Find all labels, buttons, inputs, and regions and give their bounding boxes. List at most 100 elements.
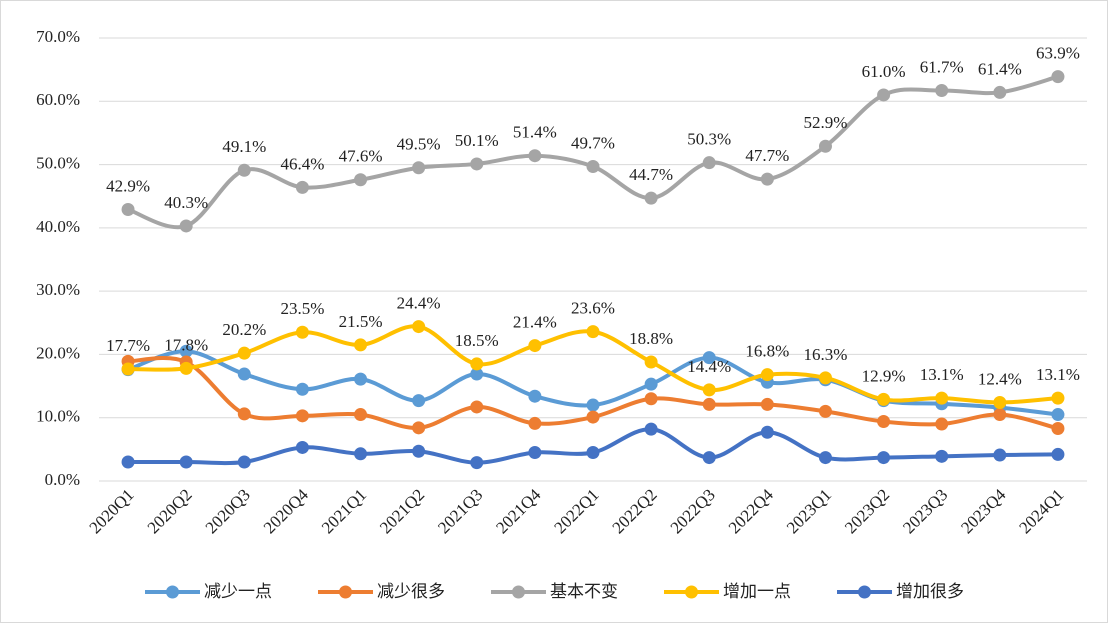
point [295, 180, 309, 194]
point [412, 320, 426, 334]
point [354, 173, 368, 187]
data-label: 13.1% [1036, 365, 1080, 384]
legend-label: 减少很多 [377, 582, 445, 602]
point [528, 339, 542, 353]
data-label: 12.9% [862, 366, 906, 385]
point [179, 344, 193, 358]
data-label: 52.9% [804, 113, 848, 132]
data-label: 42.9% [106, 176, 150, 195]
point [528, 389, 542, 403]
data-label: 40.3% [164, 193, 208, 212]
point [470, 367, 484, 381]
point [877, 392, 891, 406]
data-label: 16.8% [745, 342, 789, 361]
point [586, 398, 600, 412]
y-tick-label: 50.0% [36, 153, 80, 172]
data-label: 18.8% [629, 329, 673, 348]
point [760, 368, 774, 382]
point [121, 203, 135, 217]
point [528, 446, 542, 460]
point [935, 391, 949, 405]
data-label: 13.1% [920, 365, 964, 384]
point [644, 355, 658, 369]
point [121, 455, 135, 469]
point [993, 448, 1007, 462]
data-label: 51.4% [513, 123, 557, 142]
point [818, 371, 832, 385]
point [412, 161, 426, 175]
point [528, 416, 542, 430]
point [993, 396, 1007, 410]
point [644, 392, 658, 406]
point [644, 377, 658, 391]
point [179, 361, 193, 375]
y-tick-label: 30.0% [36, 280, 80, 299]
point [470, 157, 484, 171]
point [760, 397, 774, 411]
point [1051, 421, 1065, 435]
legend-marker [339, 585, 352, 599]
data-label: 21.5% [339, 312, 383, 331]
point [818, 139, 832, 153]
y-tick-label: 40.0% [36, 217, 80, 236]
data-label: 49.7% [571, 133, 615, 152]
point [935, 84, 949, 98]
point [295, 382, 309, 396]
point [586, 159, 600, 173]
point [586, 410, 600, 424]
point [935, 417, 949, 431]
point [237, 163, 251, 177]
legend-marker [858, 585, 871, 599]
point [993, 85, 1007, 99]
point [760, 172, 774, 186]
data-label: 44.7% [629, 165, 673, 184]
data-label: 63.9% [1036, 44, 1080, 63]
data-label: 17.8% [164, 335, 208, 354]
data-label: 47.7% [745, 146, 789, 165]
point [412, 421, 426, 435]
data-label: 24.4% [397, 293, 441, 312]
legend-marker [512, 585, 525, 599]
point [354, 447, 368, 461]
point [702, 397, 716, 411]
point [702, 156, 716, 170]
legend-label: 基本不变 [550, 582, 618, 602]
point [702, 383, 716, 397]
data-label: 16.3% [804, 345, 848, 364]
point [295, 325, 309, 339]
y-tick-label: 0.0% [45, 470, 80, 489]
point [702, 351, 716, 365]
point [877, 415, 891, 429]
point [1051, 447, 1065, 461]
point [295, 440, 309, 454]
point [1051, 391, 1065, 405]
point [237, 455, 251, 469]
data-label: 21.4% [513, 312, 557, 331]
series-line [128, 427, 1058, 466]
point [237, 367, 251, 381]
point [993, 408, 1007, 422]
legend-label: 增加一点 [723, 582, 791, 602]
data-label: 20.2% [222, 320, 266, 339]
point [354, 408, 368, 422]
data-label: 12.4% [978, 369, 1022, 388]
point [121, 362, 135, 376]
data-label: 17.7% [106, 336, 150, 355]
data-label: 18.5% [455, 331, 499, 350]
point [179, 455, 193, 469]
data-label: 50.1% [455, 131, 499, 150]
y-tick-label: 60.0% [36, 90, 80, 109]
point [179, 219, 193, 233]
point [818, 404, 832, 418]
data-label: 50.3% [687, 130, 731, 149]
point [237, 346, 251, 360]
point [1051, 408, 1065, 422]
point [644, 422, 658, 436]
point [760, 425, 774, 439]
point [877, 88, 891, 102]
data-label: 23.6% [571, 299, 615, 318]
point [470, 357, 484, 371]
legend-label: 增加很多 [896, 582, 964, 602]
point [237, 407, 251, 421]
